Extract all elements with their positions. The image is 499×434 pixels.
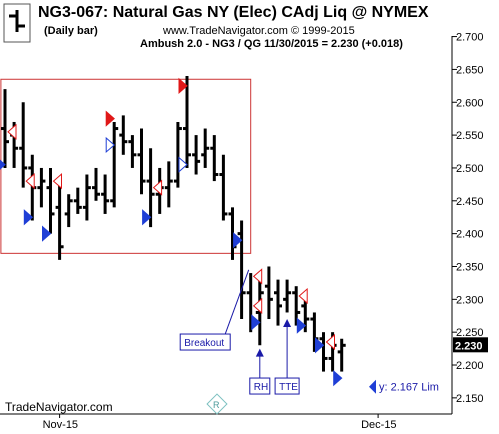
breakout-annotation-box [179, 333, 231, 351]
ohlc-bar [55, 181, 64, 260]
y-tick-label: 2.450 [456, 196, 484, 208]
signal-triangle-filled [333, 370, 343, 387]
signal-triangle-filled [42, 225, 52, 242]
signal-triangle-outline [252, 297, 263, 314]
signal-triangle-filled [105, 110, 115, 127]
signal-triangle-outline [25, 172, 35, 190]
signal-triangle-outline [298, 287, 308, 305]
y-tick-label: 2.600 [456, 97, 484, 109]
signal-triangle-filled [233, 232, 243, 249]
up-arrow-icon [255, 348, 264, 357]
chart-title: NG3-067: Natural Gas NY (Elec) CAdj Liq … [38, 4, 429, 21]
tte-annotation-label: TTE [279, 382, 298, 393]
ohlc-bar [37, 167, 46, 208]
signal-triangle-filled [315, 337, 325, 354]
svg-text:R: R [213, 400, 220, 410]
ohlc-bar [128, 135, 137, 168]
signal-triangle-outline [52, 172, 62, 190]
signal-triangle-outline [105, 136, 115, 154]
y-tick-label: 2.400 [456, 229, 484, 241]
ohlc-bar [301, 299, 310, 333]
x-tick-label: Dec-15 [361, 419, 396, 431]
signal-triangle-outline [325, 333, 335, 351]
ohlc-bar [274, 279, 282, 326]
ohlc-bar [210, 135, 219, 182]
signal-triangle-outline [252, 268, 263, 285]
chart-period: (Daily bar) [44, 25, 98, 37]
ohlc-bar [1, 89, 9, 168]
navigator-logo-icon[interactable]: R [206, 393, 228, 415]
ohlc-bar [255, 279, 264, 346]
ohlc-bar [283, 279, 292, 313]
last-price-label: 2.230 [455, 340, 483, 352]
ohlc-bar [183, 75, 191, 168]
y-tick-label: 2.250 [456, 327, 484, 339]
chart-study-line: Ambush 2.0 - NG3 / QG 11/30/2015 = 2.230… [140, 38, 403, 50]
y-tick-label: 2.550 [456, 130, 484, 142]
y-tick-label: 2.350 [456, 261, 484, 273]
y-tick-label: 2.700 [456, 32, 484, 44]
signal-triangle-outline [178, 156, 188, 173]
up-arrow-icon [283, 319, 292, 328]
y-tick-label: 2.500 [456, 163, 484, 175]
signal-triangle-outline [152, 179, 163, 196]
ohlc-bar [19, 102, 28, 188]
ohlc-bar [110, 121, 119, 208]
y-tick-label: 2.300 [456, 294, 484, 306]
signal-triangle-filled [23, 209, 34, 226]
breakout-annotation-label: Breakout [184, 338, 224, 349]
ohlc-bar [192, 135, 201, 175]
ohlc-bar [173, 121, 182, 188]
ohlc-bar [292, 286, 301, 326]
signal-triangle-filled [142, 209, 152, 226]
signal-triangle-filled [251, 314, 261, 331]
ohlc-bar [64, 194, 73, 228]
axis-layer: 2.150 2.200 2.250 2.300 2.350 2.400 2.450 2.500… [0, 32, 488, 431]
signal-triangle-filled [296, 317, 307, 334]
ohlc-bar [337, 338, 346, 372]
ohlc-bar [92, 167, 100, 201]
ohlc-bar [73, 187, 82, 214]
ohlc-bar [101, 174, 110, 214]
ohlc-bar [237, 220, 246, 320]
last-price-box [453, 337, 488, 353]
ohlc-bar [82, 174, 91, 221]
projection-arrow-icon [369, 379, 376, 394]
chart-copyright: www.TradeNavigator.com © 1999-2015 [162, 25, 355, 37]
signal-triangle-outline [7, 123, 17, 140]
projection-label: y: 2.167 Lim [379, 382, 439, 394]
y-tick-label: 2.200 [456, 360, 484, 372]
rh-annotation-label: RH [254, 382, 268, 393]
ohlc-bar [137, 128, 146, 195]
breakout-pointer [224, 269, 250, 335]
x-tick-label: Nov-15 [43, 419, 78, 431]
y-tick-label: 2.150 [456, 393, 484, 405]
ohlc-bar [201, 128, 210, 168]
ohlc-bar [219, 154, 228, 221]
y-tick-label: 2.650 [456, 64, 484, 76]
watermark: TradeNavigator.com [5, 400, 113, 414]
signal-triangle-filled [0, 159, 6, 170]
ohlc-bar [46, 167, 55, 234]
ohlc-bar [164, 161, 173, 208]
plot-layer: Breakout RH TTE y: 2.167 Lim [0, 75, 439, 395]
ohlc-bar [264, 266, 273, 320]
ohlc-bar [119, 115, 128, 155]
ohlc-bar [319, 332, 328, 372]
ohlc-bar [146, 148, 155, 228]
signal-triangle-filled [178, 77, 188, 94]
